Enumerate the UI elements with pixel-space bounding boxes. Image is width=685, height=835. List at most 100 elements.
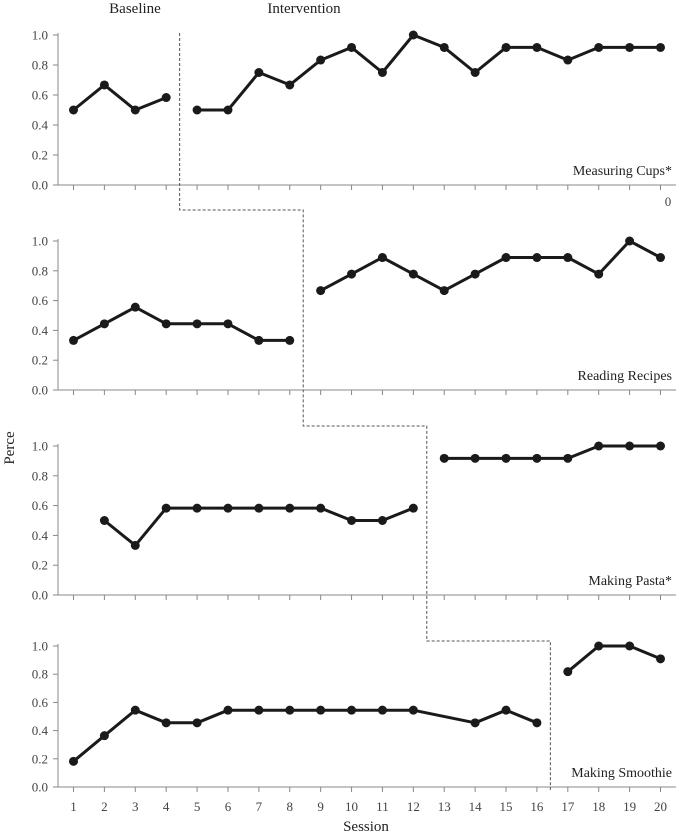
data-point [501,42,511,52]
data-point [192,718,202,728]
data-point [532,718,542,728]
x-tick-label: 5 [194,799,201,814]
y-tick-label: 0.8 [32,58,48,73]
data-point [532,453,542,463]
x-tick-label: 17 [561,799,575,814]
y-tick-label: 0.0 [32,780,48,795]
data-point [439,42,449,52]
y-tick-label: 0.6 [32,293,49,308]
data-point [377,705,387,715]
data-point [625,42,635,52]
data-point [285,705,295,715]
data-point [316,55,326,65]
data-point [316,705,326,715]
baseline-series-line [72,305,290,342]
x-tick-label: 15 [500,799,513,814]
panel-label: Making Smoothie [571,766,672,781]
data-point [285,503,295,513]
data-point [625,236,635,246]
data-point [161,319,171,329]
x-tick-label: 16 [530,799,544,814]
data-point [625,441,635,451]
data-point [99,319,109,329]
data-point [563,55,573,65]
data-point [594,441,604,451]
x-tick-label: 8 [287,799,294,814]
data-point [377,68,387,77]
data-point [656,441,665,451]
baseline-series-line [72,83,167,112]
x-tick-label: 7 [256,799,263,814]
data-point [69,756,78,766]
y-axis-label: Perce [2,431,18,465]
data-point [254,335,264,345]
y-tick-label: 0.4 [32,118,49,133]
data-point [532,42,542,52]
data-point [408,30,418,40]
data-point [625,641,635,651]
y-tick-label: 0.0 [32,588,48,603]
y-tick-label: 0.8 [32,667,48,682]
data-point [316,286,326,296]
data-point [501,253,511,263]
data-point [347,42,357,52]
y-tick-label: 0.2 [32,148,48,163]
data-point [439,453,449,463]
baseline-series-line [103,506,414,547]
y-tick-label: 0.8 [32,263,48,278]
stray-zero-label: 0 [665,194,672,209]
intervention-series-line [566,644,662,673]
x-tick-label: 18 [592,799,605,814]
panel-2: 0.0 0.2 0.4 0.6 0.8 1.0 Reading Recipes [32,234,676,398]
data-point [347,269,357,279]
x-tick-label: 14 [469,799,483,814]
data-point [347,516,357,525]
x-tick-label: 12 [407,799,420,814]
data-point [254,705,264,715]
data-point [254,503,264,513]
data-point [192,319,202,329]
y-tick-label: 0.4 [32,528,49,543]
data-point [408,269,418,279]
panel-label: Reading Recipes [578,369,672,384]
y-tick-label: 0.6 [32,88,49,103]
phase-change-line [179,33,551,790]
data-point [223,105,233,115]
x-tick-label: 19 [623,799,636,814]
data-point [223,705,233,715]
data-point [656,42,665,52]
data-point [501,705,511,715]
data-point [594,42,604,52]
data-point [408,705,418,715]
y-tick-label: 0.2 [32,751,48,766]
data-point [316,503,326,513]
y-tick-label: 0.4 [32,323,49,338]
intervention-series-line [319,239,662,293]
data-point [69,105,78,115]
panel-4: 0.0 0.2 0.4 0.6 0.8 1.0 Making Smoothie [32,639,676,795]
data-point [69,335,78,345]
data-point [470,68,480,77]
y-tick-label: 0.4 [32,723,49,738]
data-point [99,80,109,90]
intervention-header: Intervention [267,1,341,17]
x-tick-label: 20 [654,799,667,814]
panel-3: 0.0 0.2 0.4 0.6 0.8 1.0 Making Pasta* [32,439,676,603]
data-point [470,718,480,728]
data-point [470,269,480,279]
data-point [656,253,665,263]
y-tick-label: 1.0 [32,234,48,249]
x-axis-ticks: 1 2 3 4 5 6 7 8 9 10 11 12 13 14 15 16 17 18 19 20 [70,799,667,814]
data-point [99,731,109,741]
y-tick-label: 0.8 [32,468,48,483]
baseline-series-line [72,708,538,763]
panel-1: 0.0 0.2 0.4 0.6 0.8 1.0 Measuring Cups* [32,28,676,193]
data-point [563,453,573,463]
intervention-series-line [197,33,661,112]
y-tick-label: 0.6 [32,695,49,710]
y-tick-label: 0.2 [32,353,48,368]
data-point [408,503,418,513]
data-point [470,453,480,463]
